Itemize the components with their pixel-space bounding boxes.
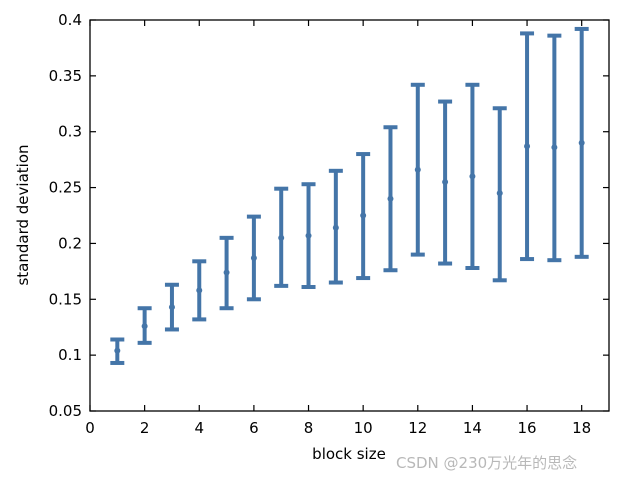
error-bar: [219, 235, 234, 311]
error-bar: [438, 99, 453, 266]
y-ticks: 0.05 0.1 0.15 0.2 0.25 0.3 0.35 0.4: [49, 11, 609, 420]
x-tick-label: 10: [354, 419, 373, 437]
data-point: [387, 195, 394, 202]
plot-border: [89, 19, 610, 412]
error-bar: [356, 152, 371, 281]
data-point: [305, 232, 312, 239]
data-point: [442, 178, 449, 185]
y-tick-label: 0.35: [49, 67, 82, 85]
x-ticks: 0 2 4 6 8 10 12 14 16 18: [85, 20, 591, 437]
error-bar: [574, 26, 589, 259]
x-tick-label: 0: [85, 419, 95, 437]
error-bars: [110, 26, 589, 365]
x-tick-label: 18: [572, 419, 591, 437]
y-tick-label: 0.05: [49, 402, 82, 420]
data-point: [223, 269, 230, 276]
error-bar: [520, 31, 535, 262]
data-point: [114, 347, 121, 354]
plot-frame: [89, 19, 610, 412]
error-bar: [274, 186, 289, 288]
error-bar: [465, 82, 480, 271]
x-tick-label: 2: [140, 419, 150, 437]
y-axis-label: standard deviation: [14, 144, 32, 285]
error-bar: [547, 33, 562, 263]
x-tick-label: 6: [249, 419, 259, 437]
data-point: [250, 254, 257, 261]
error-bar: [246, 214, 261, 302]
data-point: [168, 304, 175, 311]
data-point: [414, 166, 421, 173]
data-point: [360, 212, 367, 219]
x-tick-label: 4: [194, 419, 204, 437]
y-tick-label: 0.25: [49, 179, 82, 197]
y-tick-label: 0.1: [58, 346, 82, 364]
x-tick-label: 8: [304, 419, 314, 437]
y-tick-label: 0.3: [58, 123, 82, 141]
watermark: CSDN @230万光年的思念: [396, 454, 577, 472]
data-point: [524, 143, 531, 150]
x-axis-label: block size: [312, 445, 386, 463]
error-bar: [410, 82, 425, 257]
data-point: [551, 144, 558, 151]
x-tick-label: 12: [408, 419, 427, 437]
error-bar: [328, 168, 343, 285]
data-point: [496, 190, 503, 197]
y-tick-label: 0.4: [58, 11, 82, 29]
error-bar: [110, 337, 125, 365]
data-point: [469, 173, 476, 180]
x-tick-label: 16: [518, 419, 537, 437]
data-point: [196, 287, 203, 294]
error-bar: [301, 182, 316, 289]
data-point: [278, 234, 285, 241]
error-bar: [492, 106, 507, 283]
y-tick-label: 0.2: [58, 234, 82, 252]
error-bar: [164, 282, 179, 332]
x-tick-label: 14: [463, 419, 482, 437]
data-point: [578, 139, 585, 146]
data-point: [332, 224, 339, 231]
error-bar: [137, 306, 152, 345]
error-bar: [192, 259, 207, 322]
y-tick-label: 0.15: [49, 290, 82, 308]
data-point: [141, 323, 148, 330]
error-bar: [383, 125, 398, 273]
